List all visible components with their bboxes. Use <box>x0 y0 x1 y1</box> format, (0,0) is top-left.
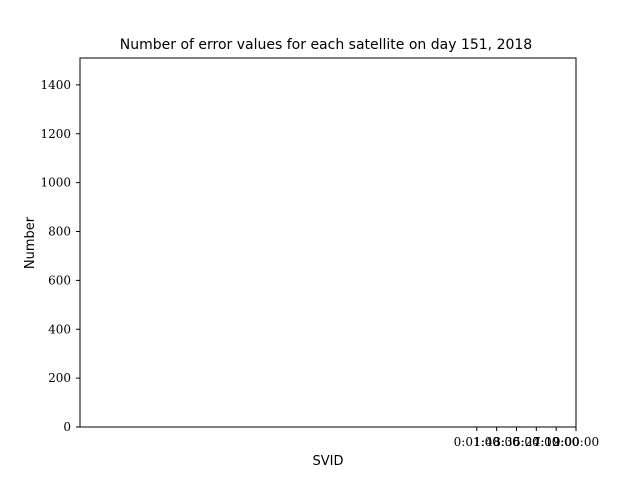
y-tick-label: 0 <box>63 420 71 434</box>
x-tick-label: 9:00:00 <box>553 435 599 449</box>
x-axis: 0:01:001:48:003:36:005:24:007:12:009:00:… <box>454 427 599 449</box>
y-tick-label: 1400 <box>40 78 71 92</box>
x-tick-label: 5:24:00 <box>513 435 559 449</box>
y-tick-label: 600 <box>48 273 71 287</box>
y-tick-label: 200 <box>48 371 71 385</box>
plot-area <box>79 57 577 428</box>
x-tick-label: 3:36:00 <box>493 435 539 449</box>
y-tick-label: 400 <box>48 322 71 336</box>
chart-title: Number of error values for each satellit… <box>120 37 532 53</box>
x-tick-label: 7:12:00 <box>533 435 579 449</box>
y-axis-label: Number <box>23 216 38 269</box>
y-tick-label: 1000 <box>40 176 71 190</box>
x-axis-label: SVID <box>313 454 344 469</box>
x-tick-label: 1:48:00 <box>474 435 520 449</box>
y-tick-label: 800 <box>48 225 71 239</box>
x-tick-label: 0:01:00 <box>454 435 500 449</box>
y-axis: 0 200 400 600 800 1000 1200 1400 <box>40 78 80 434</box>
y-tick-label: 1200 <box>40 127 71 141</box>
